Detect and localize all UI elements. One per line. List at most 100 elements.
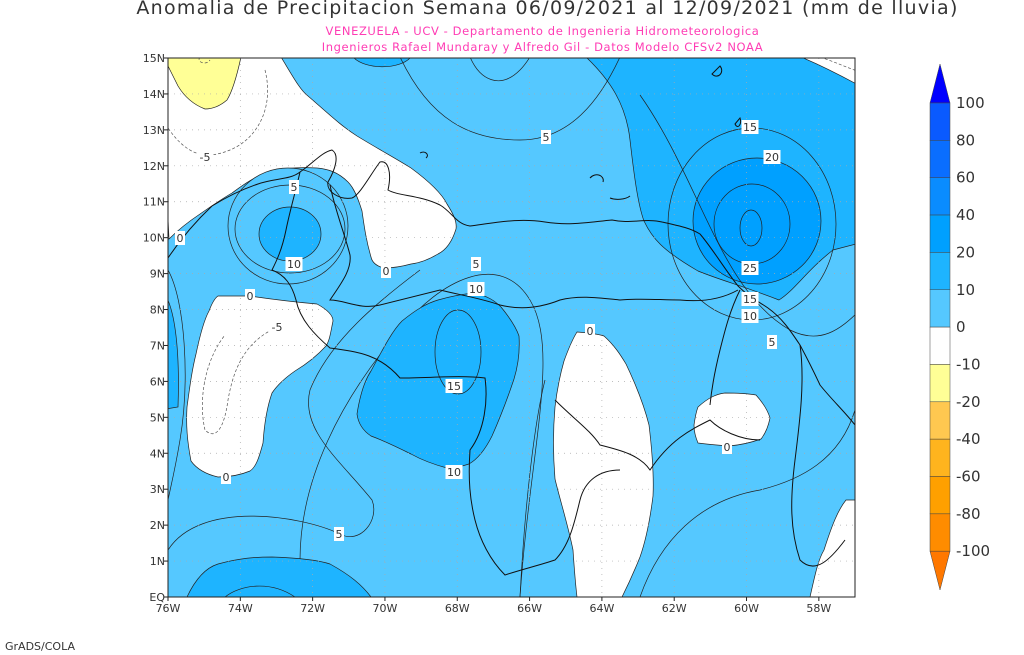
contour-line — [168, 269, 186, 501]
contour-label-bg — [289, 180, 299, 194]
colorbar-label: 80 — [956, 131, 975, 149]
contour-label-bg — [741, 261, 759, 275]
contour-label: 5 — [543, 131, 550, 144]
colorbar-label: 100 — [956, 94, 985, 112]
lat-label: 14N — [143, 88, 165, 101]
colorbar-segment — [929, 214, 951, 253]
colorbar-arrow-top — [929, 63, 951, 104]
colorbar-label: -40 — [956, 430, 981, 448]
colorbar-segment — [929, 513, 951, 552]
contour-label: 15 — [743, 293, 757, 306]
lat-label: EQ — [149, 591, 165, 604]
shade-10-20-central — [356, 292, 520, 469]
colorbar-segment — [929, 252, 951, 290]
contour-label-bg — [175, 231, 185, 245]
contour-label: -5 — [272, 321, 283, 334]
lat-label: 5N — [150, 411, 165, 424]
contour-label: 5 — [769, 336, 776, 349]
contour-line-negative — [202, 326, 278, 435]
contour-label: 0 — [247, 290, 254, 303]
contour-line — [739, 209, 763, 247]
contour-label-bg — [763, 150, 781, 164]
contour-label-bg — [467, 282, 485, 296]
contour-label: 10 — [287, 258, 301, 271]
shade-10-20-west-edge — [168, 299, 179, 410]
contour-label-bg — [334, 527, 344, 541]
shade-10-20-south — [186, 556, 372, 597]
lon-label: 74W — [228, 602, 253, 615]
colorbar-segment — [929, 476, 951, 515]
contour-label-bg — [285, 257, 303, 271]
lat-label: 15N — [143, 52, 165, 65]
shade-neg10-0-southeast — [809, 499, 855, 597]
colorbar-segment — [929, 364, 951, 403]
map-field: 15 20 5 -5 5 0 10 0 5 10 25 15 10 5 0 -5 0 15 0 10 0 5 — [168, 58, 855, 597]
colorbar-label: 20 — [956, 243, 975, 261]
shade-10-20-top — [353, 58, 411, 67]
colorbar-arrow-bottom — [929, 550, 951, 591]
lat-label: 10N — [143, 232, 165, 245]
contour-label: 10 — [743, 310, 757, 323]
lat-label: 13N — [143, 124, 165, 137]
lon-label: 66W — [517, 602, 542, 615]
shade-neg10-0-southwest — [186, 295, 334, 478]
contour-label-bg — [741, 292, 759, 306]
lon-label: 72W — [300, 602, 325, 615]
contour-label: 20 — [765, 151, 779, 164]
colorbar-label: -100 — [956, 542, 990, 560]
contour-label: 10 — [447, 466, 461, 479]
contour-label-bg — [445, 379, 463, 393]
lon-label: 70W — [373, 602, 398, 615]
shade-10-20-west — [258, 206, 322, 262]
contour-label: 5 — [473, 258, 480, 271]
lat-label: 12N — [143, 160, 165, 173]
contour-line — [639, 409, 855, 597]
lon-label: 62W — [662, 602, 687, 615]
contour-label-bg — [268, 320, 286, 334]
contour-labels: 15 20 5 -5 5 0 10 0 5 10 25 15 10 5 0 -5 0 15 0 10 0 5 — [175, 120, 781, 541]
colorbar-label: -60 — [956, 468, 981, 486]
lat-label: 4N — [150, 447, 165, 460]
contour-label-bg — [767, 335, 777, 349]
contour-label: 5 — [336, 528, 343, 541]
colorbar-label: 40 — [956, 206, 975, 224]
lon-label: 64W — [589, 602, 614, 615]
contour-line — [168, 269, 421, 551]
contour-label: 15 — [743, 121, 757, 134]
colorbar-label: -80 — [956, 505, 981, 523]
colorbar-label: 0 — [956, 318, 966, 336]
shade-neg10-0-east-central — [553, 331, 654, 597]
contour-label: 0 — [223, 471, 230, 484]
contour-line — [224, 585, 296, 597]
colorbar-label: 10 — [956, 281, 975, 299]
contour-label: 0 — [587, 325, 594, 338]
contour-label-bg — [585, 324, 595, 338]
contour-line — [639, 94, 855, 337]
lat-label: 6N — [150, 375, 165, 388]
lat-label: 9N — [150, 268, 165, 281]
contour-label-bg — [722, 440, 732, 454]
lon-label: 68W — [445, 602, 470, 615]
contour-line — [400, 58, 620, 141]
colorbar-label: -10 — [956, 355, 981, 373]
colorbar-label: 60 — [956, 169, 975, 187]
lat-label: 2N — [150, 519, 165, 532]
contour-label-bg — [741, 309, 759, 323]
map-axes: 76W 74W 72W 70W 68W 66W 64W 62W 60W 58W EQ 1N 2N 3N 4N… — [143, 52, 832, 615]
contour-label-bg — [381, 264, 391, 278]
colorbar-segment — [929, 140, 951, 178]
contour-label: 25 — [743, 262, 757, 275]
lat-label: 8N — [150, 304, 165, 317]
map-title: Anomalia de Precipitacion Semana 06/09/2… — [136, 0, 959, 19]
contour-label-bg — [221, 470, 231, 484]
lon-label: 60W — [734, 602, 759, 615]
contour-line — [519, 379, 546, 597]
lat-label: 7N — [150, 339, 165, 352]
lon-label: 58W — [806, 602, 831, 615]
shade-neg10-0-northeast — [802, 58, 855, 84]
contour-label: -5 — [200, 151, 211, 164]
contour-label-bg — [471, 257, 481, 271]
colorbar-segment — [929, 401, 951, 440]
contour-label: 5 — [291, 181, 298, 194]
contour-label-bg — [541, 130, 551, 144]
